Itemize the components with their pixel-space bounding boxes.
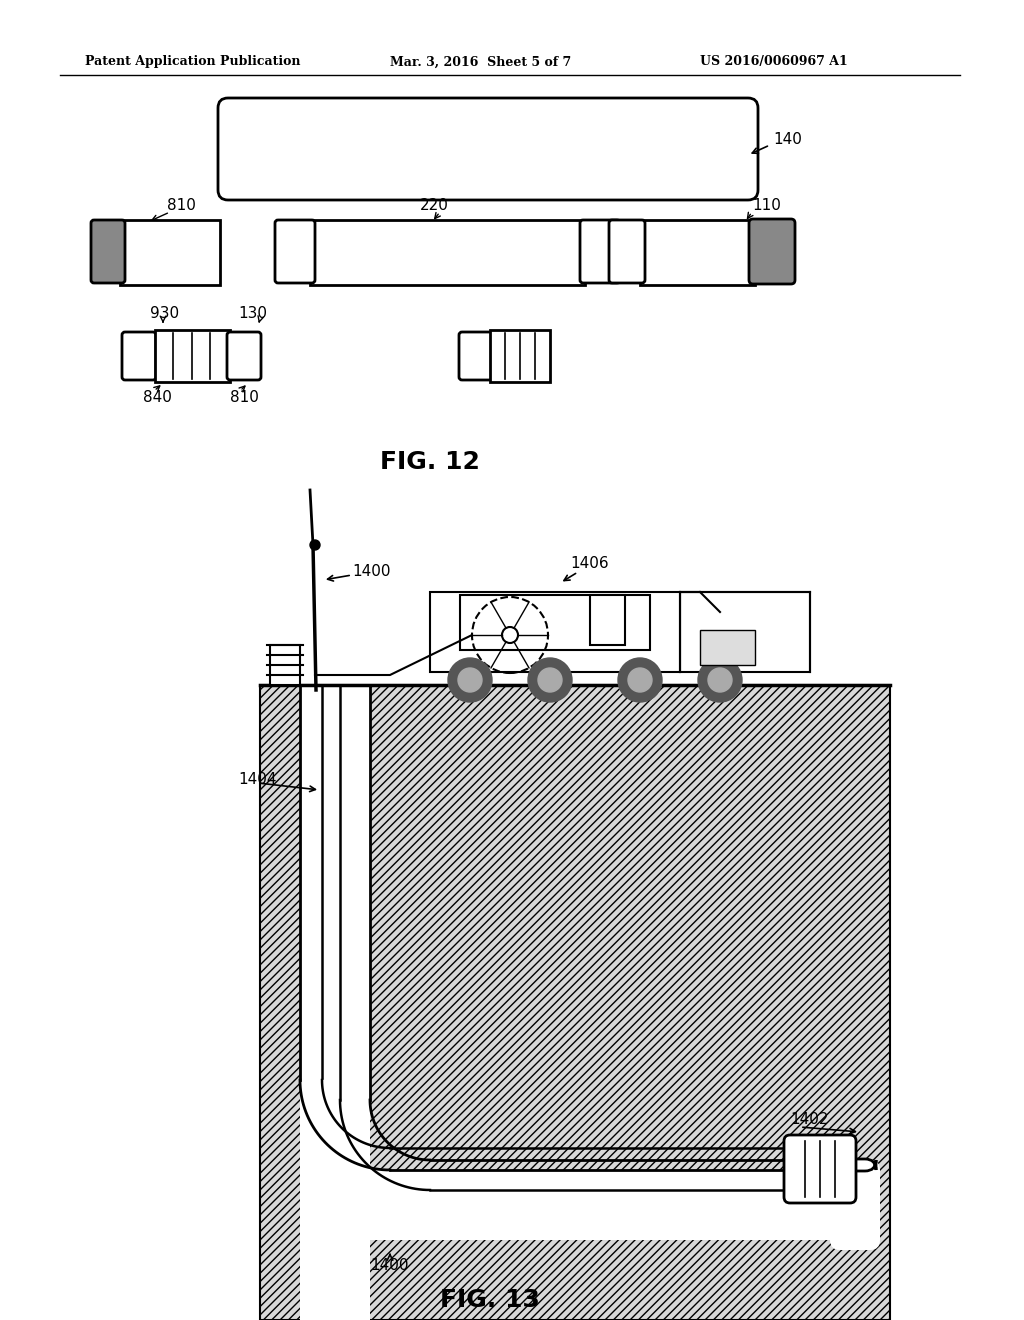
Bar bbox=[680, 591, 810, 672]
Text: FIG. 13: FIG. 13 bbox=[440, 1288, 540, 1312]
FancyBboxPatch shape bbox=[218, 98, 758, 201]
Circle shape bbox=[449, 657, 492, 702]
Polygon shape bbox=[300, 1080, 390, 1239]
FancyBboxPatch shape bbox=[275, 220, 315, 282]
Text: US 2016/0060967 A1: US 2016/0060967 A1 bbox=[700, 55, 848, 69]
Bar bbox=[430, 591, 680, 672]
Circle shape bbox=[698, 657, 742, 702]
FancyBboxPatch shape bbox=[831, 1159, 876, 1171]
Text: 110: 110 bbox=[752, 198, 781, 213]
Bar bbox=[700, 630, 755, 665]
Bar bbox=[300, 684, 370, 1320]
FancyBboxPatch shape bbox=[784, 1135, 856, 1203]
Text: Patent Application Publication: Patent Application Publication bbox=[85, 55, 300, 69]
FancyBboxPatch shape bbox=[122, 333, 156, 380]
Bar bbox=[155, 330, 230, 381]
Circle shape bbox=[528, 657, 572, 702]
Circle shape bbox=[538, 668, 562, 692]
Text: 1400: 1400 bbox=[371, 1258, 410, 1272]
Bar bbox=[260, 685, 890, 1320]
Bar bbox=[590, 595, 625, 645]
FancyBboxPatch shape bbox=[459, 333, 493, 380]
Bar bbox=[260, 685, 890, 1320]
Circle shape bbox=[310, 540, 319, 550]
Text: FIG. 12: FIG. 12 bbox=[380, 450, 480, 474]
Text: 1404: 1404 bbox=[238, 772, 276, 788]
Bar bbox=[300, 1170, 840, 1239]
Text: 930: 930 bbox=[150, 305, 179, 321]
FancyBboxPatch shape bbox=[749, 219, 795, 284]
Text: 220: 220 bbox=[420, 198, 449, 213]
Circle shape bbox=[458, 668, 482, 692]
Circle shape bbox=[708, 668, 732, 692]
Circle shape bbox=[628, 668, 652, 692]
Text: Mar. 3, 2016  Sheet 5 of 7: Mar. 3, 2016 Sheet 5 of 7 bbox=[390, 55, 571, 69]
Text: 140: 140 bbox=[773, 132, 802, 148]
Text: 810: 810 bbox=[230, 391, 259, 405]
Bar bbox=[640, 220, 755, 285]
Bar bbox=[120, 220, 220, 285]
FancyBboxPatch shape bbox=[830, 1160, 880, 1250]
Text: 1402: 1402 bbox=[790, 1113, 828, 1127]
Bar bbox=[460, 595, 650, 649]
Bar bbox=[310, 220, 585, 285]
FancyBboxPatch shape bbox=[227, 333, 261, 380]
Text: 1400: 1400 bbox=[352, 565, 390, 579]
FancyBboxPatch shape bbox=[580, 220, 620, 282]
Circle shape bbox=[618, 657, 662, 702]
Text: 810: 810 bbox=[167, 198, 196, 213]
Bar bbox=[270, 645, 300, 685]
Text: 1406: 1406 bbox=[570, 556, 608, 570]
Text: 840: 840 bbox=[143, 391, 172, 405]
Text: 130: 130 bbox=[238, 305, 267, 321]
FancyBboxPatch shape bbox=[91, 220, 125, 282]
FancyBboxPatch shape bbox=[609, 220, 645, 282]
Bar bbox=[490, 330, 550, 381]
